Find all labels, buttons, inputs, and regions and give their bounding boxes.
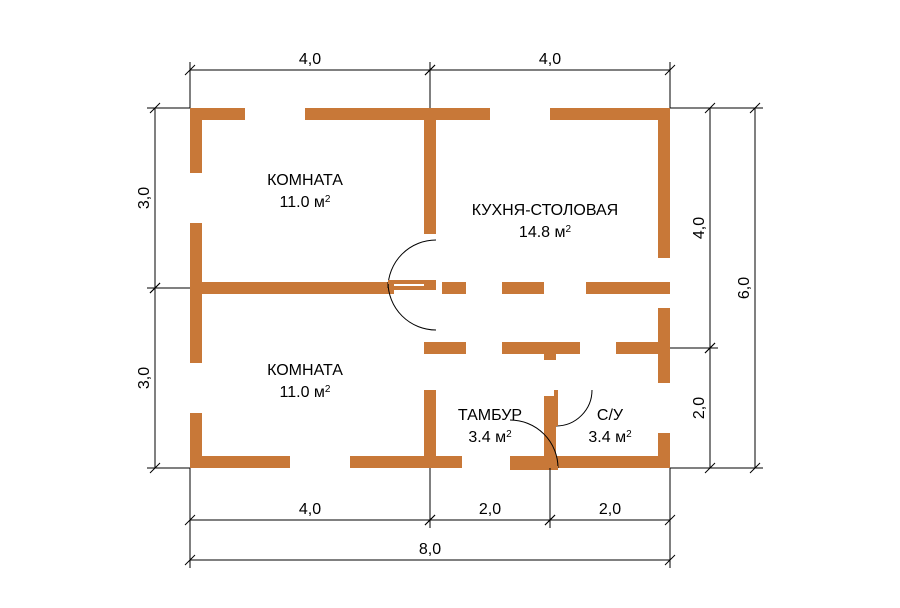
room-name-0: КОМНАТА bbox=[267, 172, 343, 189]
floor-plan: КОМНАТА 11.0 м2 КУХНЯ-СТОЛОВАЯ 14.8 м2 КОМНА… bbox=[0, 0, 900, 608]
dim-label: 6,0 bbox=[736, 277, 753, 299]
room-name-1: КУХНЯ-СТОЛОВАЯ bbox=[472, 202, 618, 219]
dim-label: 2,0 bbox=[479, 501, 501, 518]
room-area-4: 3.4 м2 bbox=[588, 429, 632, 447]
wall-seg-1-0 bbox=[190, 456, 290, 468]
wall-seg-1-1 bbox=[350, 456, 462, 468]
dim-label: 2,0 bbox=[599, 501, 621, 518]
wall-seg-2-2 bbox=[190, 413, 202, 468]
wall-seg-8-0 bbox=[436, 342, 466, 354]
wall-seg-4-3 bbox=[586, 282, 670, 294]
wall-seg-0-2 bbox=[550, 108, 670, 120]
dim-label: 4,0 bbox=[299, 501, 321, 518]
dim-label: 8,0 bbox=[419, 541, 441, 558]
wall-seg-4-0 bbox=[190, 282, 394, 294]
wall-seg-5-0 bbox=[424, 108, 436, 234]
room-area-0: 11.0 м2 bbox=[280, 194, 331, 212]
room-area-1: 14.8 м2 bbox=[519, 224, 572, 242]
wall-seg-3-2 bbox=[658, 433, 670, 468]
wall-seg-6-1 bbox=[424, 390, 436, 462]
dim-label: 4,0 bbox=[691, 217, 708, 239]
wall-seg-0-1 bbox=[305, 108, 490, 120]
canvas-bg bbox=[0, 0, 900, 608]
wall-seg-8-1 bbox=[502, 342, 580, 354]
dim-label: 2,0 bbox=[691, 397, 708, 419]
dim-label: 4,0 bbox=[299, 51, 321, 68]
wall-seg-4-2 bbox=[502, 282, 544, 294]
dim-label: 3,0 bbox=[136, 187, 153, 209]
wall-seg-6-0 bbox=[424, 342, 436, 354]
room-name-3: ТАМБУР bbox=[458, 407, 522, 424]
room-area-2: 11.0 м2 bbox=[280, 384, 331, 402]
room-name-4: С/У bbox=[597, 407, 624, 424]
wall-seg-8-2 bbox=[616, 342, 664, 354]
dim-label: 4,0 bbox=[539, 51, 561, 68]
room-area-3: 3.4 м2 bbox=[468, 429, 512, 447]
dim-label: 3,0 bbox=[136, 367, 153, 389]
wall-seg-3-0 bbox=[658, 108, 670, 258]
room-name-2: КОМНАТА bbox=[267, 362, 343, 379]
wall-seg-4-1 bbox=[442, 282, 466, 294]
wall-seg-2-0 bbox=[190, 108, 202, 173]
